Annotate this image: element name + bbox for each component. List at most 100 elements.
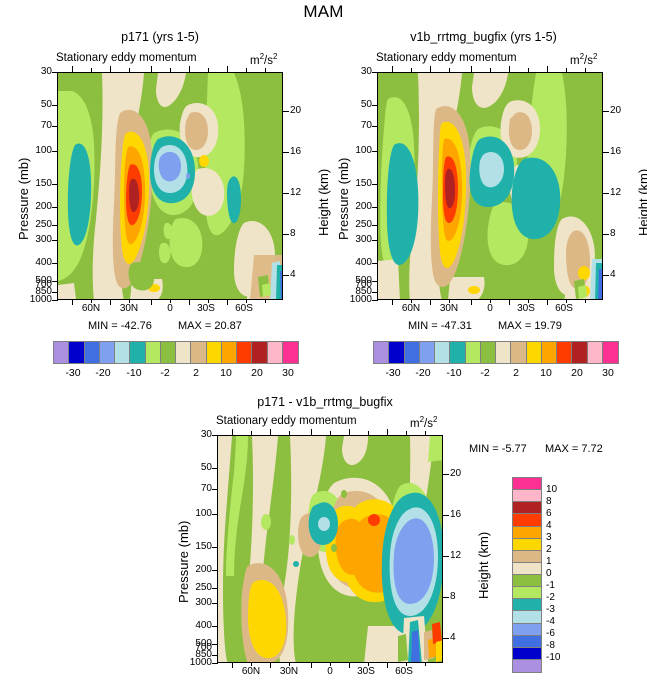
x-tick-label: 30S (357, 666, 375, 677)
axis-tick (270, 663, 271, 668)
colorbar-swatch (99, 342, 115, 363)
axis-tick (283, 193, 289, 194)
axis-tick (129, 68, 130, 72)
axis-tick (208, 300, 209, 303)
colorbar-tick-label: 8 (546, 496, 552, 507)
colorbar-swatch (513, 550, 541, 563)
y-tick-label: 50 (200, 462, 212, 473)
axis-tick (547, 300, 548, 305)
y-tick-label: 200 (35, 201, 52, 212)
colorbar-swatch (480, 342, 496, 363)
colorbar-swatch (267, 342, 283, 363)
panel-units-label: m2/s2 (250, 52, 278, 67)
colorbar-tick-label: 10 (546, 484, 558, 495)
y-tick-label: 850 (35, 286, 52, 297)
contour-plot-area (57, 72, 283, 300)
axis-tick (227, 300, 228, 305)
colorbar-swatch (252, 342, 268, 363)
panel-v1b: v1b_rrtmg_bugfix (yrs 1-5) Stationary ed… (320, 0, 647, 390)
y2-tick-label: 20 (450, 468, 462, 479)
axis-tick (566, 300, 567, 303)
axis-tick (490, 68, 491, 72)
axis-tick (189, 300, 190, 305)
axis-tick (212, 570, 218, 571)
axis-tick (212, 588, 218, 589)
axis-tick (425, 663, 426, 666)
axis-tick (425, 431, 426, 435)
axis-tick (246, 300, 247, 303)
colorbar-swatch (513, 514, 541, 527)
axis-tick (289, 663, 290, 666)
colorbar-tick-label: 30 (602, 367, 614, 379)
colorbar-tick-label: 20 (571, 367, 583, 379)
x-tick-label: 60S (235, 303, 253, 314)
colorbar-swatch (191, 342, 207, 363)
axis-tick (603, 193, 609, 194)
axis-tick (283, 111, 289, 112)
y-tick-label: 300 (355, 234, 372, 245)
axis-tick (110, 66, 111, 72)
axis-tick (251, 431, 252, 435)
axis-tick (392, 300, 393, 305)
colorbar-swatch (84, 342, 100, 363)
contour-plot-area (377, 72, 603, 300)
colorbar-tick-label: 10 (540, 367, 552, 379)
colorbar-swatch (511, 342, 527, 363)
colorbar-tick-label: 10 (220, 367, 232, 379)
colorbar-tick-label: 0 (546, 568, 552, 579)
colorbar-swatch (206, 342, 222, 363)
axis-tick (603, 275, 609, 276)
axis-tick (566, 68, 567, 72)
axis-tick (283, 152, 289, 153)
colorbar-swatch (572, 342, 588, 363)
axis-tick (129, 300, 130, 303)
y-axis-title: Pressure (mb) (16, 157, 31, 240)
colorbar-swatch (513, 502, 541, 515)
axis-tick (52, 292, 58, 293)
y-tick-label: 70 (40, 120, 52, 131)
y-tick-label: 400 (195, 620, 212, 631)
max-label: MAX = 19.79 (498, 320, 562, 332)
min-label: MIN = -5.77 (469, 443, 527, 455)
axis-tick (368, 431, 369, 435)
y-tick-label: 250 (195, 582, 212, 593)
colorbar-swatch (557, 342, 573, 363)
colorbar-swatch (69, 342, 85, 363)
panel-units-label: m2/s2 (410, 415, 438, 430)
colorbar-swatch (54, 342, 70, 363)
y-tick-label: 30 (360, 66, 372, 77)
axis-tick (110, 300, 111, 305)
colorbar-tick-label: -6 (546, 628, 555, 639)
colorbar-tick-label: -8 (546, 640, 555, 651)
colorbar-swatch (374, 342, 390, 363)
x-tick-label: 30N (119, 303, 139, 314)
axis-tick (372, 72, 378, 73)
y-tick-label: 30 (40, 66, 52, 77)
axis-tick (212, 655, 218, 656)
axis-tick (52, 184, 58, 185)
colorbar-swatch (282, 342, 298, 363)
colorbar-tick-label: -4 (546, 616, 555, 627)
contour-field (58, 73, 282, 299)
panel-title: p171 (yrs 1-5) (121, 30, 199, 44)
y-tick-label: 850 (195, 649, 212, 660)
panel-field-label: Stationary eddy momentum (376, 52, 517, 64)
axis-tick (603, 234, 609, 235)
y2-tick-label: 20 (290, 105, 302, 116)
y-tick-label: 100 (35, 145, 52, 156)
y2-axis-title: Height (km) (476, 531, 491, 599)
axis-tick (170, 300, 171, 303)
y2-tick-label: 8 (610, 228, 616, 239)
y2-tick-label: 4 (450, 632, 456, 643)
x-tick-label: 60S (555, 303, 573, 314)
axis-tick (430, 300, 431, 305)
colorbar-tick-label: 2 (193, 367, 199, 379)
axis-tick (372, 263, 378, 264)
axis-tick (265, 68, 266, 72)
axis-tick (411, 300, 412, 303)
y-tick-label: 1000 (349, 294, 372, 305)
colorbar-tick-label: -3 (546, 604, 555, 615)
axis-tick (372, 184, 378, 185)
colorbar-tick-label: -10 (446, 367, 462, 379)
axis-tick (52, 281, 58, 282)
